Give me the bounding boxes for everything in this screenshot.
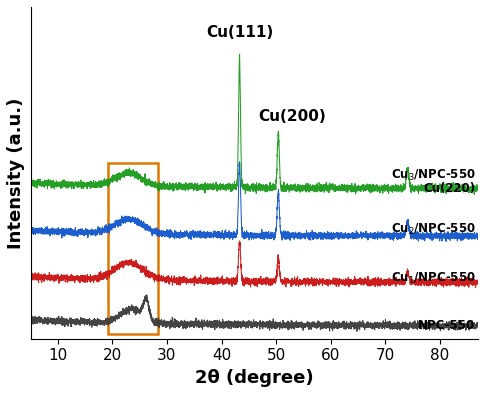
Text: Cu(111): Cu(111)	[206, 25, 272, 40]
Text: NPC-550: NPC-550	[417, 319, 474, 332]
Text: Cu$_2$/NPC-550: Cu$_2$/NPC-550	[390, 221, 474, 237]
Y-axis label: Intensity (a.u.): Intensity (a.u.)	[7, 97, 25, 249]
Bar	[108, 163, 158, 335]
Text: Cu$_3$/NPC-550: Cu$_3$/NPC-550	[390, 168, 474, 183]
Text: Cu(200): Cu(200)	[258, 109, 326, 124]
X-axis label: 2θ (degree): 2θ (degree)	[195, 369, 313, 387]
Text: Cu(220): Cu(220)	[423, 182, 474, 195]
Text: Cu$_1$/NPC-550: Cu$_1$/NPC-550	[390, 271, 474, 286]
